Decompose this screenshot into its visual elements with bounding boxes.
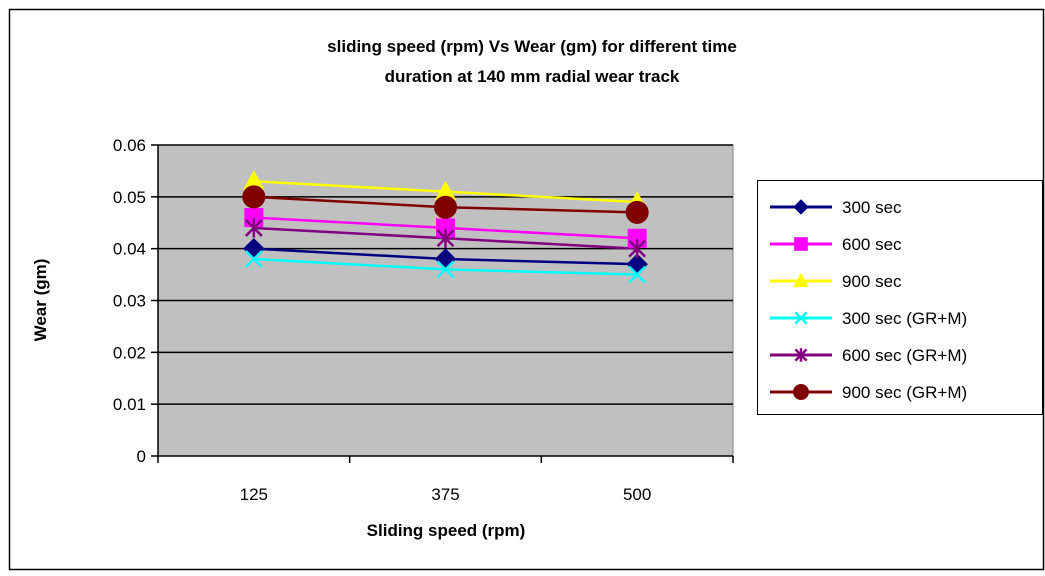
legend-label: 900 sec (GR+M)	[842, 383, 967, 402]
x-tick-label: 125	[240, 485, 268, 504]
data-point	[244, 218, 263, 238]
y-tick-label: 0.04	[113, 240, 146, 259]
legend-label: 300 sec (GR+M)	[842, 309, 967, 328]
y-tick-label: 0.06	[113, 136, 146, 155]
data-point	[242, 185, 266, 209]
x-tick-labels: 125 375 500	[157, 456, 734, 504]
data-point	[628, 239, 647, 259]
y-tick-label: 0.02	[113, 343, 146, 362]
legend-label: 600 sec	[842, 235, 902, 254]
data-point	[436, 260, 455, 279]
x-axis-title: Sliding speed (rpm)	[367, 521, 526, 540]
data-point	[434, 195, 457, 219]
x-tick-label: 375	[431, 485, 459, 504]
y-tick-label: 0.03	[113, 292, 146, 311]
series-markers	[242, 170, 649, 284]
legend-marker	[794, 237, 808, 251]
legend-box	[757, 180, 1043, 415]
data-point	[436, 228, 455, 248]
legend-marker	[793, 272, 809, 288]
data-point	[625, 200, 649, 224]
legend-marker	[794, 311, 808, 325]
y-tick-label: 0	[137, 447, 146, 466]
data-point	[244, 250, 263, 268]
legend-marker	[793, 199, 809, 215]
legend-marker	[794, 348, 808, 362]
legend-label: 900 sec	[842, 272, 902, 291]
y-tick-label: 0.05	[113, 188, 146, 207]
y-tick-label: 0.01	[113, 395, 146, 414]
y-axis-title: Wear (gm)	[31, 259, 50, 342]
chart-title-line1: sliding speed (rpm) Vs Wear (gm) for dif…	[327, 37, 737, 56]
y-tick-labels: 0 0.01 0.02 0.03 0.04 0.05 0.06	[113, 136, 158, 466]
x-tick-label: 500	[623, 485, 651, 504]
data-point	[628, 265, 647, 284]
legend-label: 300 sec	[842, 198, 902, 217]
chart-title-line2: duration at 140 mm radial wear track	[385, 67, 680, 86]
legend-label: 600 sec (GR+M)	[842, 346, 967, 365]
legend: 300 sec 600 sec 900 sec 300 sec (GR+M) 600 s…	[770, 198, 967, 402]
legend-marker	[793, 384, 809, 400]
